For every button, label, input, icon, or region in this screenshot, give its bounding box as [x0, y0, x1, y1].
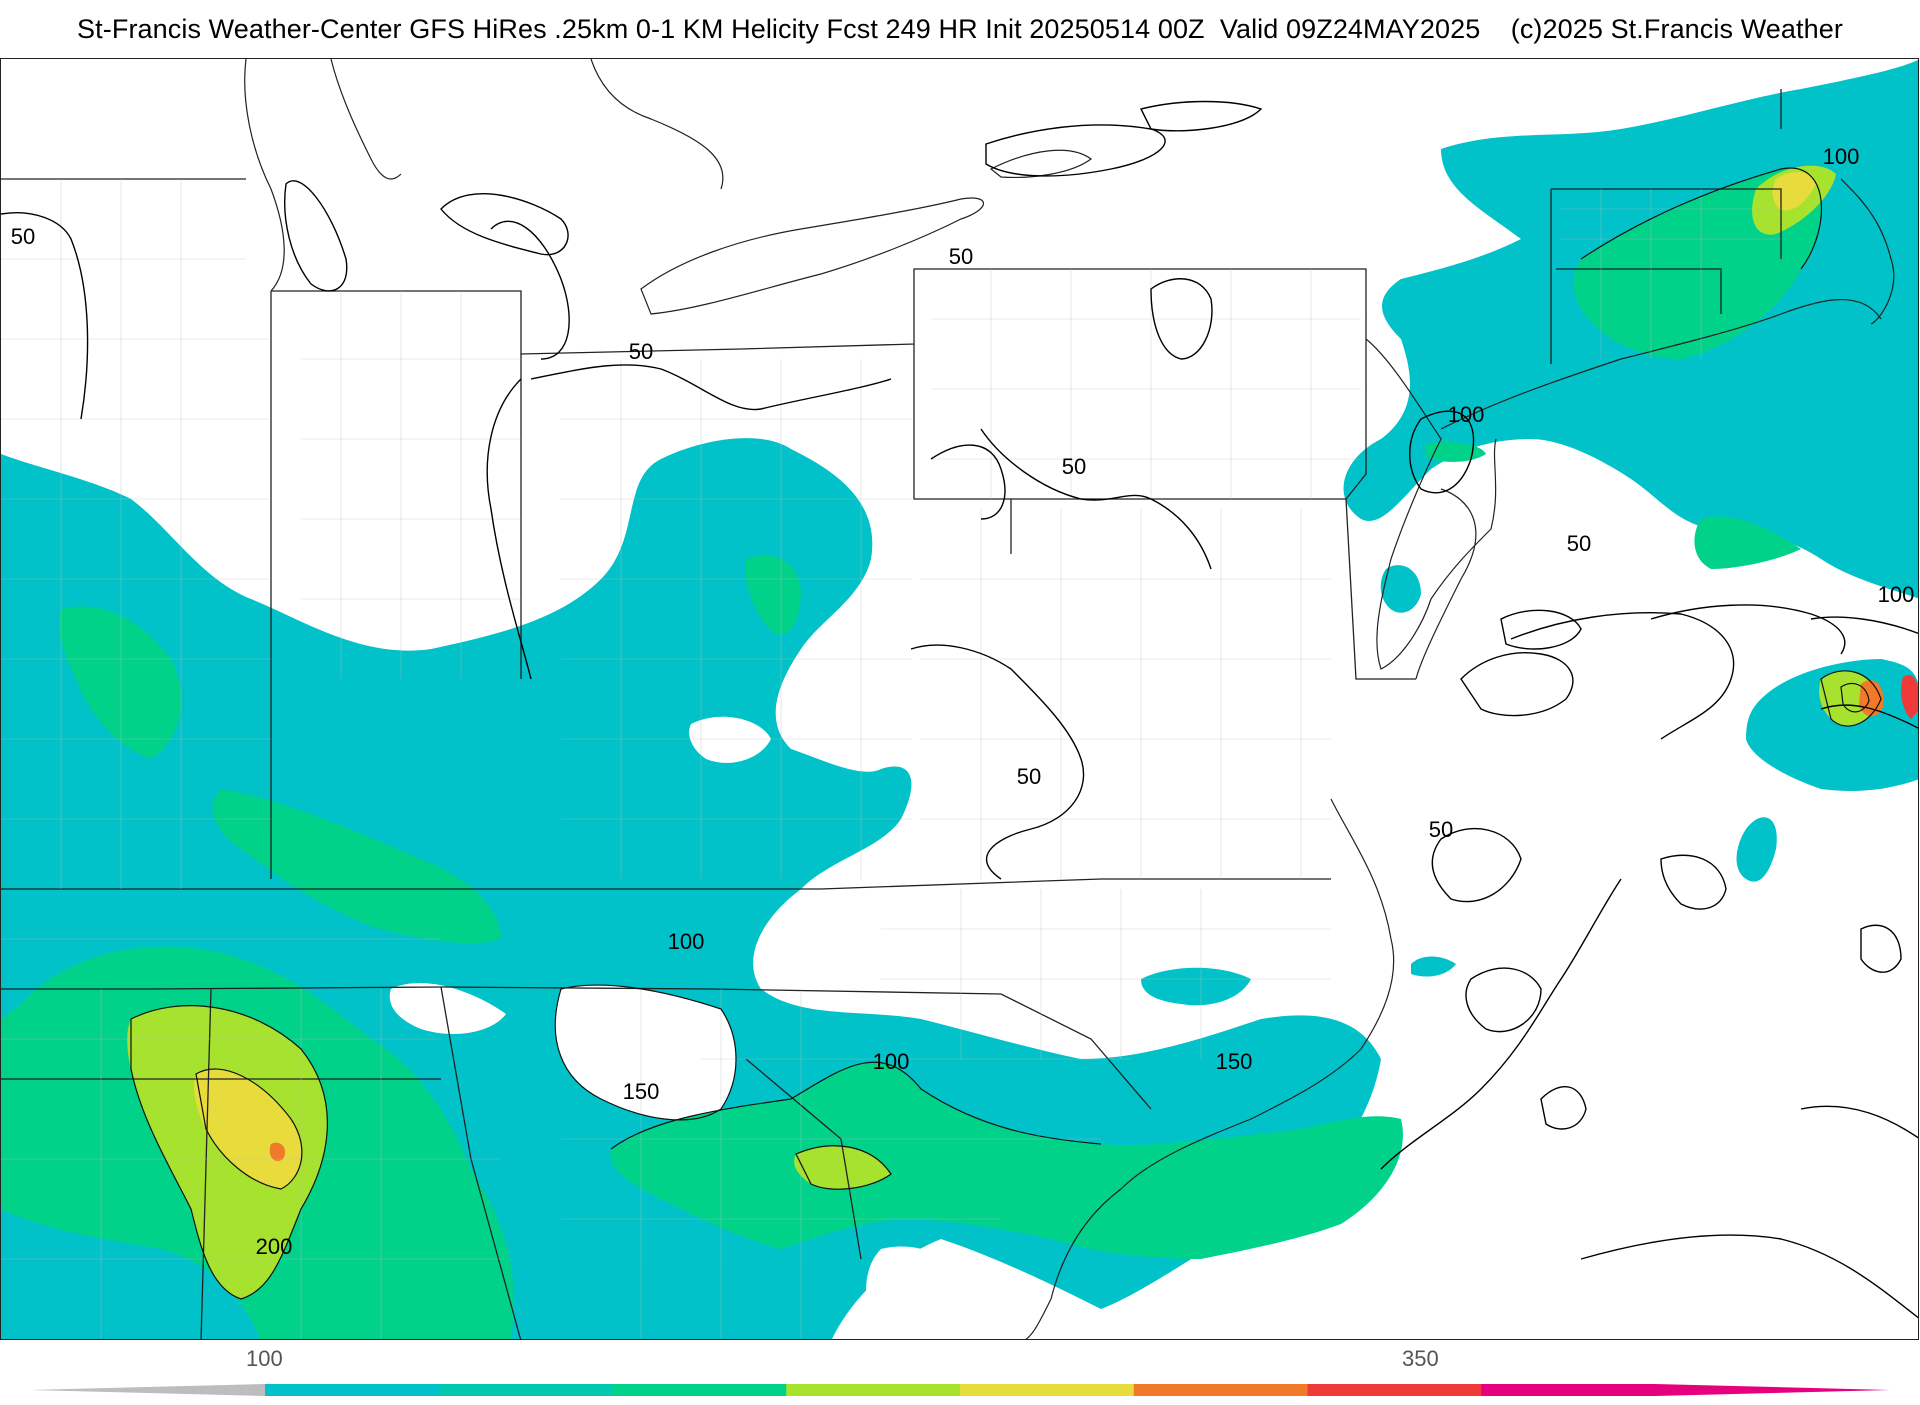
helicity-contours [1, 100, 1918, 1319]
contour-label: 100 [1823, 144, 1860, 169]
contour-label: 100 [1878, 582, 1915, 607]
colorbar-segments [265, 1384, 1656, 1396]
contour-label: 50 [1062, 454, 1086, 479]
teal-blob-small-1 [1736, 817, 1777, 882]
colorbar-tick-350: 350 [1402, 1346, 1439, 1371]
contour-label: 50 [629, 339, 653, 364]
map-title: St-Francis Weather-Center GFS HiRes .25k… [77, 14, 1843, 44]
colorbar-high-arrow [1655, 1384, 1890, 1396]
contour-label: 50 [1567, 531, 1591, 556]
colorbar-segment [438, 1384, 613, 1396]
contour-label: 50 [11, 224, 35, 249]
contour-label-layer: 50 50 50 50 50 50 50 100 100 100 100 100 150 150 200 [11, 144, 1915, 1259]
colorbar-segment [265, 1384, 440, 1396]
colorbar-segment [1133, 1384, 1308, 1396]
colorbar-svg [30, 1384, 1890, 1396]
contour-label: 100 [668, 929, 705, 954]
lightgreen-blob-sc [794, 1145, 891, 1190]
contour-label: 100 [873, 1049, 910, 1074]
green-blob-ohio [746, 555, 801, 635]
hole-4 [866, 1246, 981, 1339]
teal-blob-small-4 [1411, 956, 1456, 977]
contour-label: 200 [256, 1234, 293, 1259]
contour-label: 100 [1448, 402, 1485, 427]
state-boundaries [1, 89, 1782, 1339]
orange-spot-southwest [269, 1142, 286, 1162]
filled-contour-edges [130, 167, 1882, 1300]
yellow-blob-northeast [1772, 172, 1816, 211]
colorbar-segment [960, 1384, 1135, 1396]
colorbar [0, 1340, 1920, 1400]
map-panel: 50 50 50 50 50 50 50 100 100 100 100 100 150 150 200 [0, 58, 1919, 1340]
green-blob-offshore [1694, 516, 1801, 569]
contour-label: 150 [623, 1079, 660, 1104]
helicity-map: 50 50 50 50 50 50 50 100 100 100 100 100 150 150 200 [1, 59, 1918, 1339]
hole-2 [389, 983, 506, 1034]
colorbar-segment [786, 1384, 961, 1396]
contour-label: 150 [1216, 1049, 1253, 1074]
colorbar-segment [1481, 1384, 1656, 1396]
teal-blob-small-2 [1380, 565, 1421, 613]
helicity-shading [1, 59, 1918, 1339]
colorbar-segment [612, 1384, 787, 1396]
colorbar-segment [1307, 1384, 1482, 1396]
teal-blob-small-3 [1141, 967, 1251, 1006]
green-band-northwest [59, 606, 182, 759]
colorbar-low-arrow [30, 1384, 265, 1396]
coastlines [244, 59, 1895, 1339]
green-band-mid [212, 789, 501, 944]
contour-label: 50 [1429, 817, 1453, 842]
contour-label: 50 [1017, 764, 1041, 789]
contour-label: 50 [949, 244, 973, 269]
colorbar-tick-100: 100 [246, 1346, 283, 1371]
hole-1 [555, 985, 736, 1120]
red-blob-offshore [1901, 675, 1918, 719]
hole-3 [689, 716, 771, 763]
